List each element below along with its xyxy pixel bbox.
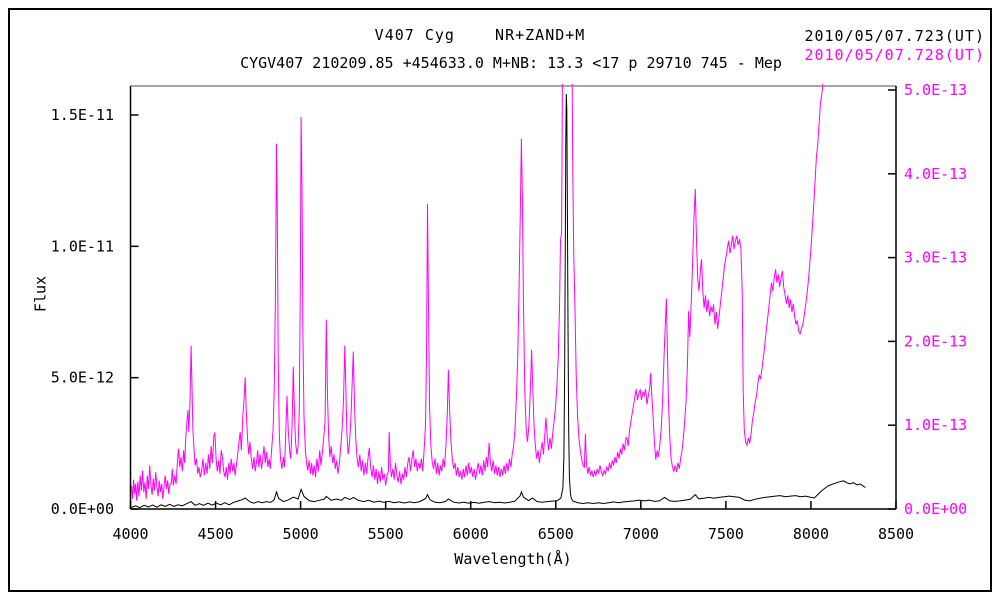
x-tick-label: 6500	[538, 525, 574, 543]
y-right-tick-label: 5.0E-13	[904, 81, 967, 99]
chart-title: V407 Cyg NR+ZAND+M	[374, 26, 586, 44]
y-right-tick-label: 3.0E-13	[904, 249, 967, 267]
y-left-tick-label: 1.0E-11	[51, 237, 114, 255]
spectrum-trace-magenta	[131, 84, 824, 501]
chart-subtitle: CYGV407 210209.85 +454633.0 M+NB: 13.3 <…	[240, 54, 782, 72]
y-axis-title: Flux	[31, 275, 50, 313]
y-left-tick-label: 0.0E+00	[51, 500, 114, 518]
y-right-tick-label: 4.0E-13	[904, 165, 967, 183]
y-left-tick-label: 5.0E-12	[51, 369, 114, 387]
x-tick-label: 8000	[793, 525, 829, 543]
x-tick-label: 7000	[623, 525, 659, 543]
spectrum-trace-black	[131, 93, 866, 509]
y-left-tick-label: 1.5E-11	[51, 106, 114, 124]
x-tick-label: 7500	[708, 525, 744, 543]
y-right-tick-label: 1.0E-13	[904, 416, 967, 434]
x-tick-label: 5000	[283, 525, 319, 543]
x-axis-title: Wavelength(Å)	[454, 550, 572, 568]
obs-date-primary: 2010/05/07.723(UT)	[804, 27, 985, 45]
y-right-tick-label: 2.0E-13	[904, 332, 967, 350]
y-right-tick-label: 0.0E+00	[904, 500, 967, 518]
x-tick-label: 6000	[453, 525, 489, 543]
x-tick-label: 5500	[368, 525, 404, 543]
obs-date-secondary: 2010/05/07.728(UT)	[804, 46, 985, 64]
x-tick-label: 4000	[112, 525, 148, 543]
x-tick-label: 8500	[878, 525, 914, 543]
x-tick-label: 4500	[197, 525, 233, 543]
